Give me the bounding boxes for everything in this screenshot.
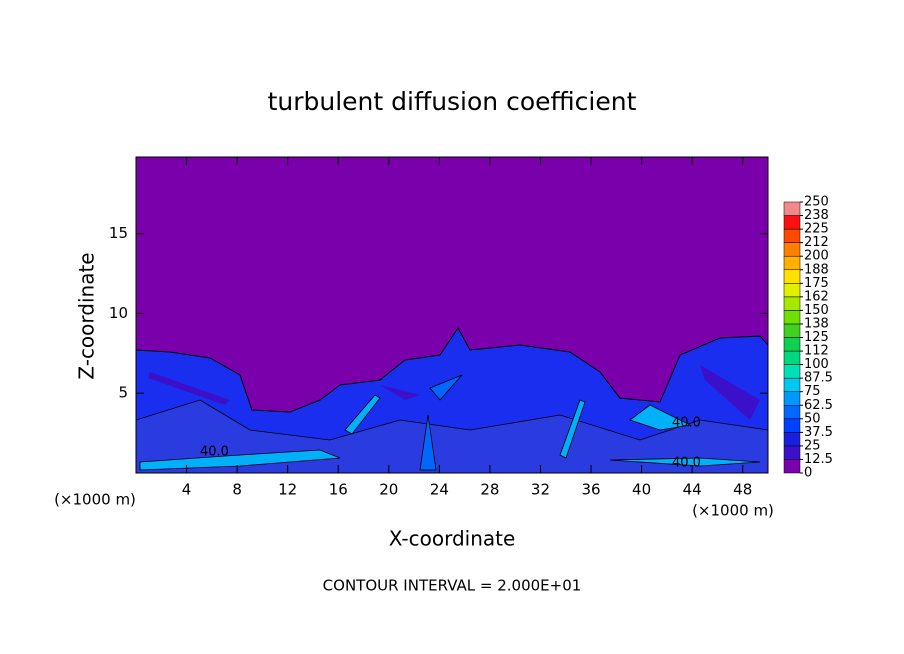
colorbar-label: 25 [804, 438, 821, 453]
colorbar-label: 250 [804, 195, 829, 210]
colorbar-label: 75 [804, 384, 821, 399]
x-tick-label: 16 [329, 481, 348, 499]
x-tick-label: 12 [278, 481, 297, 499]
colorbar-label: 188 [804, 262, 829, 277]
x-tick-label: 20 [379, 481, 398, 499]
colorbar-label: 87.5 [804, 371, 833, 386]
colorbar-band [783, 445, 801, 460]
x-tick-label: 32 [531, 481, 550, 499]
contour-label: 40.0 [200, 445, 229, 460]
field [136, 157, 768, 473]
x-tick-label: 36 [581, 481, 600, 499]
colorbar-band [783, 215, 801, 230]
colorbar-band [783, 377, 801, 392]
colorbar-label: 200 [804, 249, 829, 264]
colorbar-band [783, 418, 801, 433]
colorbar-band [783, 201, 801, 216]
colorbar-label: 162 [804, 289, 829, 304]
y-tick-label: 5 [118, 384, 128, 402]
colorbar-band [783, 405, 801, 420]
chart-title: turbulent diffusion coefficient [268, 87, 637, 116]
colorbar-label: 238 [804, 208, 829, 223]
colorbar-band [783, 391, 801, 406]
x-tick-label: 40 [632, 481, 651, 499]
x-unit-label: (×1000 m) [54, 491, 136, 509]
contour-label: 40.0 [672, 456, 701, 471]
colorbar-label: 225 [804, 222, 829, 237]
y-axis-label: Z-coordinate [75, 252, 99, 379]
colorbar-band [783, 432, 801, 447]
strong-streak [139, 394, 761, 471]
plot-frame [135, 156, 769, 474]
x-axis-label: X-coordinate [389, 527, 516, 551]
colorbar-label: 50 [804, 411, 821, 426]
colorbar-label: 125 [804, 330, 829, 345]
colorbar-label: 150 [804, 303, 829, 318]
x-tick-label: 28 [480, 481, 499, 499]
y-tick-label: 15 [109, 224, 128, 242]
colorbar-label: 0 [804, 466, 812, 481]
colorbar-band [783, 283, 801, 298]
colorbar-label: 112 [804, 344, 829, 359]
contour-label: 40.0 [672, 416, 701, 431]
colorbar-label: 138 [804, 316, 829, 331]
colorbar-band [783, 323, 801, 338]
colorbar-band [783, 242, 801, 257]
x-tick-label: 44 [683, 481, 702, 499]
colorbar-band [783, 310, 801, 325]
colorbar-band [783, 350, 801, 365]
colorbar-band [783, 296, 801, 311]
colorbar-band [783, 255, 801, 271]
colorbar-label: 37.5 [804, 425, 833, 440]
colorbar-label: 62.5 [804, 398, 833, 413]
colorbar-band [783, 337, 801, 352]
x-tick-label: 24 [430, 481, 449, 499]
colorbar-band [783, 459, 801, 474]
footer: CONTOUR INTERVAL = 2.000E+01 [323, 577, 582, 595]
colorbar-label: 212 [804, 235, 829, 250]
x-unit-label: (×1000 m) [692, 502, 774, 520]
mid-streak [419, 374, 463, 471]
colorbar-label: 100 [804, 357, 829, 372]
colorbar-label: 175 [804, 276, 829, 291]
colorbar-band [783, 364, 801, 379]
x-tick-label: 4 [182, 481, 192, 499]
x-tick-label: 8 [232, 481, 242, 499]
colorbar-band [783, 269, 801, 284]
x-tick-label: 48 [733, 481, 752, 499]
y-tick-label: 10 [109, 304, 128, 322]
colorbar-band [783, 228, 801, 243]
colorbar-label: 12.5 [804, 452, 833, 467]
